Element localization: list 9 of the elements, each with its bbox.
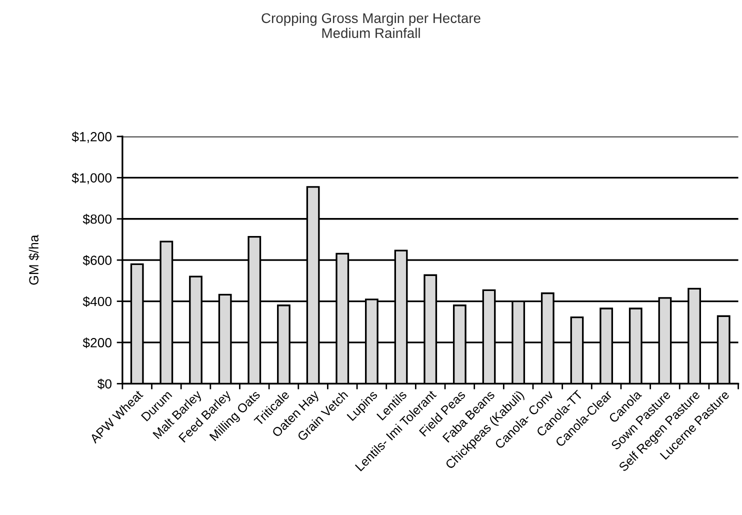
y-tick-label: $800 xyxy=(82,214,112,225)
y-axis-title: GM $/ha xyxy=(28,234,40,285)
y-tick-label: $400 xyxy=(82,296,112,307)
y-tick-label: $1,000 xyxy=(72,172,112,184)
y-tick-label: $200 xyxy=(82,337,112,348)
y-tick-label: $600 xyxy=(82,255,112,266)
chart-title: Cropping Gross Margin per Hectare Medium Rainfall xyxy=(262,12,480,38)
y-tick-label: $1,200 xyxy=(72,131,112,143)
y-tick-label: $0 xyxy=(97,378,112,390)
